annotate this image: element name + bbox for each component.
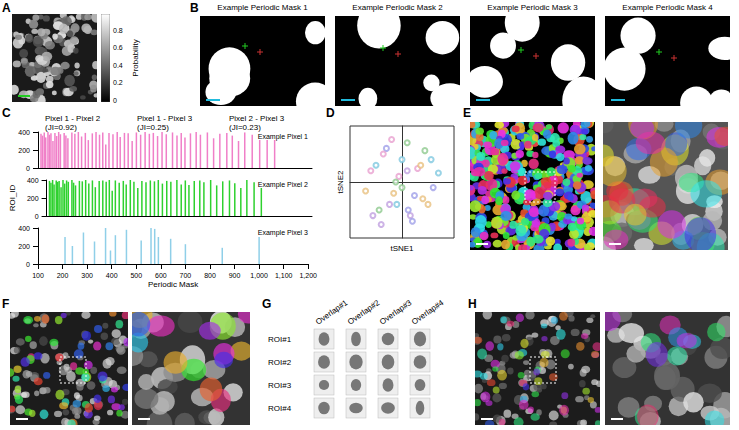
html-text:0.8: 0.8 — [113, 26, 123, 34]
svg-text:200: 200 — [57, 272, 69, 279]
svg-text:(JI=0.23): (JI=0.23) — [229, 123, 261, 132]
html-text:Example Periodic Mask 3: Example Periodic Mask 3 — [487, 3, 578, 12]
svg-text:900: 900 — [229, 272, 241, 279]
svg-text:ROI#2: ROI#2 — [268, 358, 292, 367]
html-text:B: B — [190, 1, 199, 15]
html-text:F: F — [2, 297, 10, 311]
html-text:D: D — [326, 106, 335, 120]
svg-text:Overlap#3: Overlap#3 — [378, 298, 414, 327]
svg-text:200: 200 — [27, 195, 39, 202]
html-text:0.6: 0.6 — [113, 44, 123, 52]
svg-text:tSNE1: tSNE1 — [390, 244, 414, 253]
html-text:C: C — [2, 106, 11, 120]
svg-text:200: 200 — [18, 147, 30, 154]
svg-text:800: 800 — [204, 272, 216, 279]
svg-text:0: 0 — [35, 213, 39, 220]
svg-text:ROI#4: ROI#4 — [268, 404, 292, 413]
svg-text:Example Pixel 3: Example Pixel 3 — [258, 229, 308, 237]
svg-text:100: 100 — [32, 272, 44, 279]
svg-text:ROI_ID: ROI_ID — [8, 184, 17, 211]
svg-text:Probability: Probability — [131, 39, 140, 76]
html-text:Example Periodic Mask 2: Example Periodic Mask 2 — [352, 3, 443, 12]
html-text:Example Periodic Mask 1: Example Periodic Mask 1 — [217, 3, 308, 12]
svg-text:ROI#1: ROI#1 — [268, 335, 292, 344]
svg-text:Overlap#4: Overlap#4 — [410, 298, 446, 327]
html-text:E: E — [463, 106, 471, 120]
html-text:0: 0 — [113, 97, 117, 104]
svg-text:(JI=0.92): (JI=0.92) — [45, 123, 77, 132]
svg-text:1,200: 1,200 — [299, 272, 317, 279]
html-text:A: A — [2, 1, 11, 15]
html-text:0.2: 0.2 — [113, 79, 123, 87]
svg-text:600: 600 — [155, 272, 167, 279]
svg-text:Pixel 2 - Pixel 3: Pixel 2 - Pixel 3 — [229, 114, 285, 123]
svg-text:1,000: 1,000 — [250, 272, 268, 279]
svg-text:0: 0 — [26, 261, 30, 268]
svg-text:Example Pixel 1: Example Pixel 1 — [258, 133, 308, 141]
svg-text:400: 400 — [27, 177, 39, 184]
svg-text:500: 500 — [130, 272, 142, 279]
svg-text:0: 0 — [26, 165, 30, 172]
html-text:0.4: 0.4 — [113, 61, 123, 69]
svg-text:ROI#3: ROI#3 — [268, 381, 292, 390]
html-text:Example Periodic Mask 4: Example Periodic Mask 4 — [622, 3, 713, 12]
svg-text:(JI=0.25): (JI=0.25) — [137, 123, 169, 132]
svg-text:Overlap#2: Overlap#2 — [346, 298, 382, 327]
svg-text:400: 400 — [106, 272, 118, 279]
svg-text:200: 200 — [18, 243, 30, 250]
svg-text:300: 300 — [81, 272, 93, 279]
svg-text:Pixel 1 - Pixel 2: Pixel 1 - Pixel 2 — [45, 114, 101, 123]
svg-text:tSNE2: tSNE2 — [336, 170, 345, 194]
svg-text:Example Pixel 2: Example Pixel 2 — [258, 181, 308, 189]
svg-text:700: 700 — [180, 272, 192, 279]
html-text:H: H — [468, 297, 477, 311]
svg-text:400: 400 — [18, 225, 30, 232]
svg-text:Periodic Mask: Periodic Mask — [148, 280, 199, 289]
svg-text:Overlap#1: Overlap#1 — [314, 298, 350, 327]
html-text:G: G — [262, 297, 272, 311]
svg-text:400: 400 — [18, 129, 30, 136]
svg-text:1,100: 1,100 — [275, 272, 293, 279]
svg-text:Pixel 1 - Pixel 3: Pixel 1 - Pixel 3 — [137, 114, 193, 123]
